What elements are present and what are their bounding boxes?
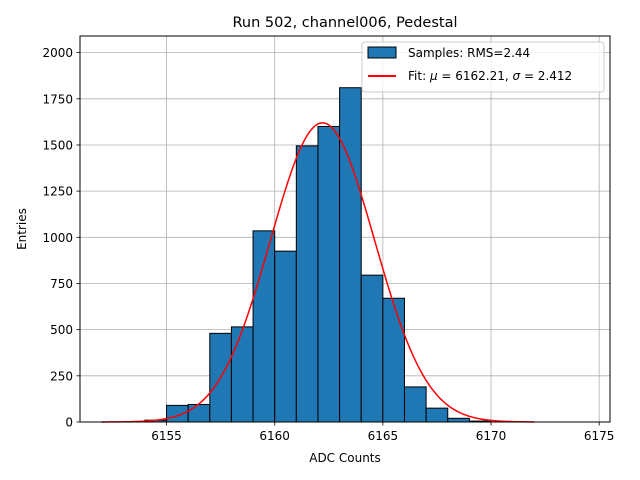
legend-fit-mu-symbol: μ [429, 69, 438, 83]
histogram-bar [403, 386, 427, 423]
y-tick-label: 1500 [42, 138, 73, 152]
histogram-bar [447, 417, 470, 423]
y-tick-label: 250 [50, 369, 73, 383]
x-tick-label: 6170 [476, 429, 507, 443]
plot-frame [79, 35, 611, 423]
y-tick-label: 500 [50, 323, 73, 337]
x-tick-label: 6160 [259, 429, 290, 443]
legend-samples-label: Samples: RMS=2.44 [408, 46, 530, 60]
y-tick-label: 1750 [42, 92, 73, 106]
legend-fit-mu-value: = 6162.21, [438, 69, 513, 83]
y-tick-label: 1000 [42, 231, 73, 245]
y-tick-label: 2000 [42, 46, 73, 60]
x-tick-label: 6165 [368, 429, 399, 443]
histogram-bar [295, 145, 319, 423]
legend-fit-label: Fit: μ = 6162.21, σ = 2.412 [408, 69, 572, 83]
legend-fit-sigma-symbol: σ [513, 69, 521, 83]
legend-samples-swatch [367, 46, 397, 59]
x-axis-title: ADC Counts [309, 451, 381, 465]
histogram-bar [187, 403, 211, 423]
y-tick-label: 0 [65, 416, 73, 430]
histogram-bar [360, 274, 384, 423]
legend-box [361, 41, 605, 93]
histogram-bar [339, 87, 362, 423]
histogram-bar [230, 326, 254, 423]
legend-fit-prefix: Fit: [408, 69, 430, 83]
y-tick-label: 750 [50, 277, 73, 291]
histogram-bar [252, 230, 276, 423]
chart-title: Run 502, channel006, Pedestal [232, 15, 457, 31]
y-axis-title: Entries [15, 208, 29, 250]
histogram-bar [382, 297, 405, 423]
histogram-bar [425, 407, 449, 423]
histogram-bar [274, 250, 297, 423]
histogram-bar [166, 404, 189, 423]
histogram-bar [317, 125, 341, 423]
x-tick-label: 6175 [584, 429, 615, 443]
histogram-bars [144, 87, 492, 423]
fit-curve [101, 122, 535, 423]
legend-fit-sigma-value: = 2.412 [520, 69, 572, 83]
legend: Samples: RMS=2.44 Fit: μ = 6162.21, σ = … [361, 41, 605, 93]
x-tick-label: 6155 [151, 429, 182, 443]
axis-ticks: 6155 6160 6165 6170 6175 0 250 500 750 1000 1250 15… [42, 46, 614, 443]
y-tick-label: 1250 [42, 185, 73, 199]
